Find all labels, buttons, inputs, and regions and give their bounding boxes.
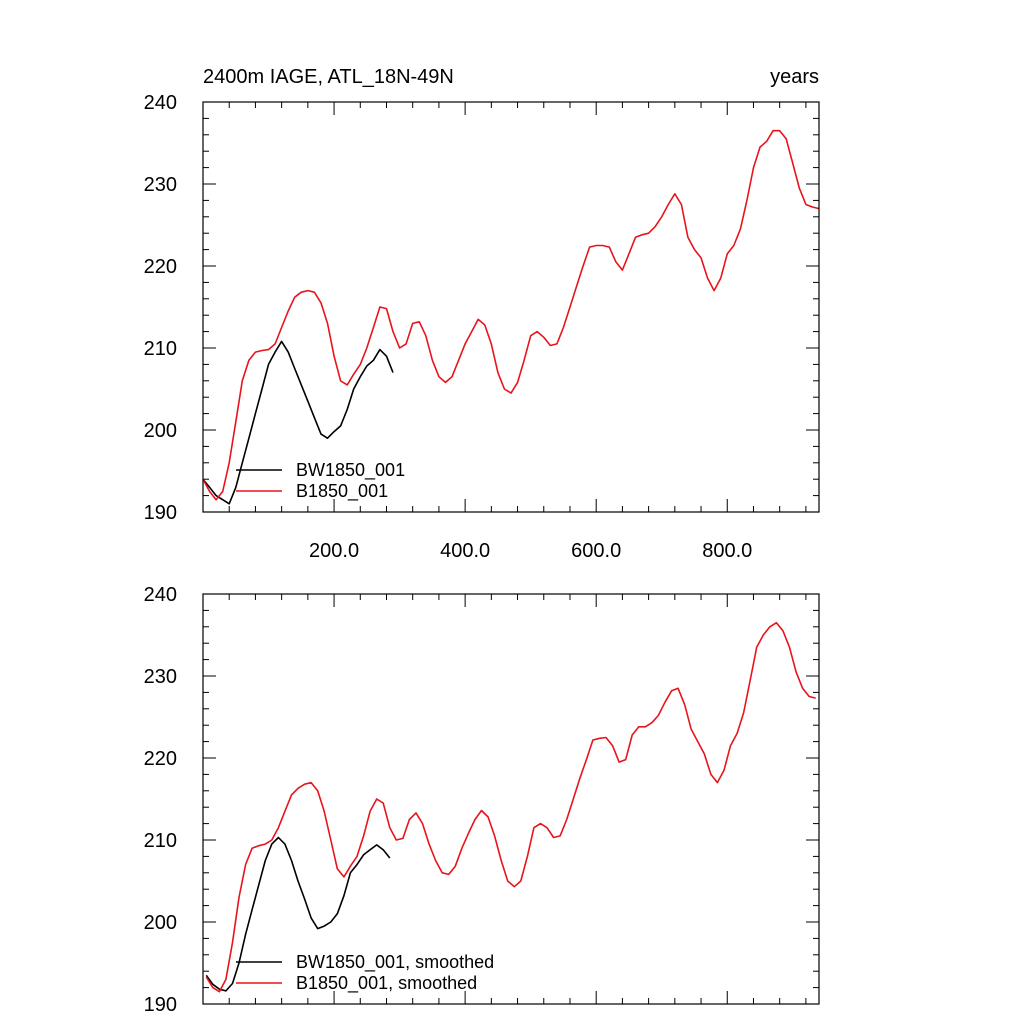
bottom-panel: 190 200 210 220 230 240 BW1850_001, smoothed … [144,584,820,1016]
legend: BW1850_001 B1850_001 [236,460,405,502]
axis-ticks: 190 200 210 220 230 240 200.0 400.0 600.0 800.0 [144,92,819,562]
series-lines [202,129,820,505]
y-tick-label: 210 [144,338,177,360]
y-tick-label: 220 [144,256,177,278]
x-tick-label: 400.0 [440,540,490,562]
y-tick-label: 200 [144,912,177,934]
y-tick-label: 240 [144,92,177,114]
x-tick-label: 200.0 [309,540,359,562]
plot-frame [202,593,820,1005]
plot-frame [202,101,820,513]
legend-label-b1850: B1850_001 [296,481,388,502]
y-tick-label: 230 [144,666,177,688]
y-tick-label: 230 [144,174,177,196]
legend-label-bw1850-smoothed: BW1850_001, smoothed [296,952,494,973]
legend-label-bw1850: BW1850_001 [296,460,405,481]
series-line-bw1850-001 [202,340,394,505]
legend: BW1850_001, smoothed B1850_001, smoothed [236,952,494,994]
y-tick-label: 190 [144,502,177,524]
legend-label-b1850-smoothed: B1850_001, smoothed [296,973,477,994]
series-line-b1850-001 [202,129,820,501]
chart-units-label: years [770,66,819,88]
y-tick-label: 200 [144,420,177,442]
y-tick-label: 220 [144,748,177,770]
series-line-b1850-001-smoothed [205,621,816,993]
top-panel: 2400m IAGE, ATL_18N-49N years 190 200 210 2… [144,66,820,562]
x-tick-label: 600.0 [571,540,621,562]
series-lines [205,621,816,993]
x-tick-label: 800.0 [702,540,752,562]
chart-title: 2400m IAGE, ATL_18N-49N [203,66,454,88]
series-line-bw1850-001-smoothed [205,836,391,992]
y-tick-label: 240 [144,584,177,606]
y-tick-label: 210 [144,830,177,852]
y-tick-label: 190 [144,994,177,1016]
